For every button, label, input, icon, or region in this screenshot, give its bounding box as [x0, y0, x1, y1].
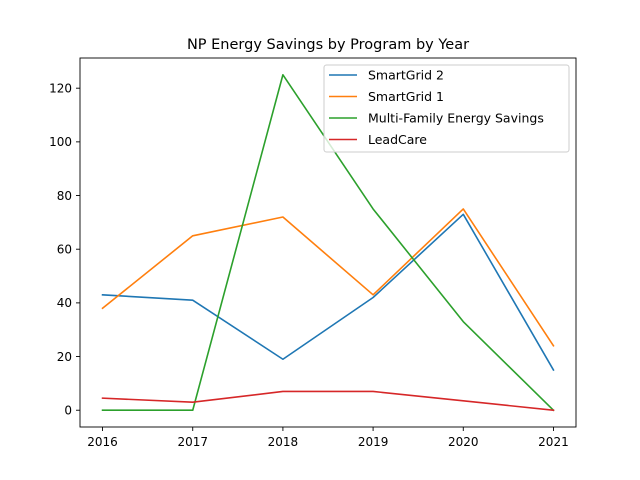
x-tick-label: 2016	[87, 435, 118, 449]
x-tick-label: 2017	[177, 435, 208, 449]
series-line-4	[101, 390, 555, 412]
legend-label-2: SmartGrid 1	[368, 89, 444, 104]
y-tick-label: 120	[49, 81, 72, 95]
x-tick-label: 2020	[448, 435, 479, 449]
legend-label-1: SmartGrid 2	[368, 68, 444, 83]
y-tick-label: 40	[57, 296, 72, 310]
chart-title: NP Energy Savings by Program by Year	[187, 37, 469, 53]
legend-label-4: LeadCare	[368, 132, 427, 147]
legend: SmartGrid 2 SmartGrid 1 Multi-Family Energ…	[323, 64, 570, 153]
y-tick-label: 20	[57, 350, 72, 364]
axes-layer: 2016 2017 2018 2019 2020 2021 0 20 40 60 80 100 120	[49, 57, 577, 449]
plot-frame	[79, 57, 577, 428]
y-tick-label: 100	[49, 135, 72, 149]
series-line-2	[101, 208, 555, 347]
x-tick-label: 2018	[268, 435, 299, 449]
x-tick-label: 2021	[538, 435, 569, 449]
legend-box	[323, 64, 570, 153]
x-tick-label: 2019	[358, 435, 389, 449]
y-tick-label: 60	[57, 243, 72, 257]
legend-label-3: Multi-Family Energy Savings	[368, 111, 544, 126]
series-line-1	[101, 213, 555, 372]
y-tick-label: 0	[64, 404, 72, 418]
y-tick-label: 80	[57, 189, 72, 203]
